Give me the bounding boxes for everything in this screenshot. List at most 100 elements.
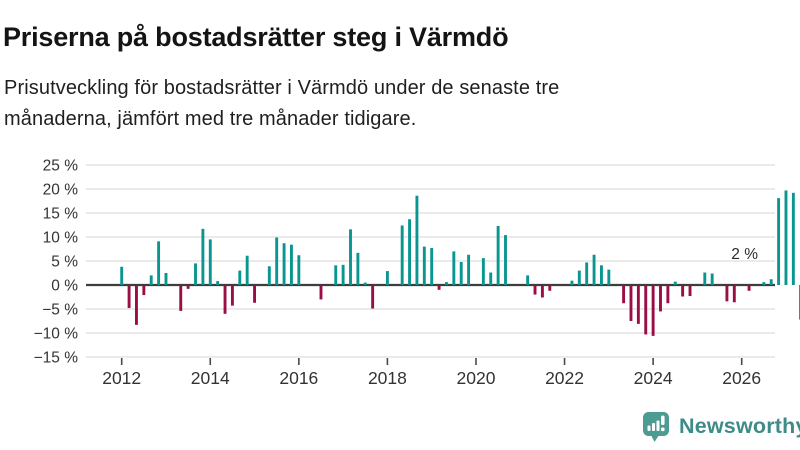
brand-name: Newsworthy <box>679 414 800 438</box>
bar <box>629 285 633 321</box>
bar <box>245 255 249 285</box>
bar <box>504 235 507 285</box>
bar <box>208 239 212 285</box>
y-tick-label: 0 % <box>51 278 78 295</box>
bar <box>496 225 500 285</box>
x-tick-label: 2016 <box>279 368 318 388</box>
bar-chart-speech-bubble-icon <box>643 412 669 442</box>
bar <box>489 272 493 285</box>
bar <box>253 285 257 303</box>
bar <box>230 285 234 306</box>
bar <box>681 285 685 297</box>
bar <box>282 243 286 285</box>
bar <box>577 270 581 285</box>
bar <box>791 192 795 285</box>
bar <box>526 275 530 285</box>
y-tick-label: 25 % <box>43 158 79 175</box>
bars <box>120 190 800 336</box>
bar <box>297 255 301 285</box>
bar <box>157 241 161 285</box>
x-axis: 2012 2014 2016 2018 2020 2022 2024 2026 <box>102 358 761 388</box>
bar <box>732 285 736 303</box>
bar <box>540 285 544 298</box>
subtitle-line-2: månaderna, jämfört med tre månader tidig… <box>4 108 417 130</box>
bar <box>570 280 574 285</box>
bar <box>703 272 707 285</box>
page-subtitle: Prisutveckling för bostadsrätter i Värmd… <box>4 73 764 135</box>
y-tick-label: 15 % <box>43 206 79 223</box>
bar <box>769 279 773 285</box>
bar <box>445 282 448 285</box>
y-tick-label: 5 % <box>51 254 78 271</box>
x-tick-label: 2020 <box>457 368 496 388</box>
bar <box>622 285 626 304</box>
bar <box>636 285 640 324</box>
x-tick-label: 2014 <box>191 368 230 388</box>
bar <box>127 285 131 309</box>
y-tick-label: 10 % <box>43 230 79 247</box>
y-tick-label: 20 % <box>43 182 79 199</box>
bar <box>400 225 404 285</box>
bar <box>385 271 389 285</box>
x-tick-label: 2012 <box>102 368 141 388</box>
bar <box>481 258 485 285</box>
newsworthy-logo[interactable]: Newsworthy <box>642 411 800 443</box>
bar <box>725 285 729 302</box>
bar <box>533 285 537 295</box>
bar <box>659 285 662 312</box>
latest-value-text: 2 % <box>731 246 758 263</box>
bar <box>164 273 168 285</box>
bar <box>644 285 648 335</box>
x-tick-label: 2018 <box>368 368 407 388</box>
bar <box>179 285 183 311</box>
bar <box>437 285 441 290</box>
y-axis-labels: 25 % 20 % 15 % 10 % 5 % 0 % −5 % −10 % −15 % <box>34 158 79 367</box>
bar <box>651 285 655 336</box>
bar <box>666 285 670 304</box>
subtitle-line-1: Prisutveckling för bostadsrätter i Värmd… <box>4 77 560 99</box>
bar <box>592 254 596 285</box>
bar <box>430 248 434 285</box>
bar <box>186 285 190 289</box>
bar <box>275 237 279 285</box>
bar <box>363 282 367 285</box>
bar <box>747 285 751 291</box>
bar <box>600 265 603 285</box>
bar <box>467 254 471 285</box>
bar <box>142 285 146 296</box>
bar <box>341 264 345 285</box>
x-tick-label: 2022 <box>545 368 584 388</box>
bar <box>201 228 205 285</box>
x-tick-label: 2024 <box>634 368 673 388</box>
bar <box>349 229 352 285</box>
bar <box>688 285 692 297</box>
bar <box>607 269 611 285</box>
bar <box>459 261 463 285</box>
bar <box>223 285 227 314</box>
bar <box>238 270 242 285</box>
bar <box>452 251 456 285</box>
x-tick-label: 2026 <box>722 368 761 388</box>
bar <box>371 285 375 309</box>
bar <box>585 262 589 285</box>
bar <box>216 281 220 285</box>
bar <box>334 265 338 285</box>
bar <box>762 282 766 285</box>
latest-value-label: 2 % <box>731 246 758 263</box>
bar <box>356 252 360 285</box>
bar <box>548 285 552 291</box>
bar <box>290 244 293 285</box>
y-tick-label: −10 % <box>34 326 79 343</box>
page-title: Priserna på bostadsrätter steg i Värmdö <box>3 22 509 53</box>
bar <box>673 281 677 285</box>
bar <box>710 273 714 285</box>
bar <box>149 275 153 285</box>
price-bar-chart: 25 % 20 % 15 % 10 % 5 % 0 % −5 % −10 % −15 % 2012… <box>34 158 800 388</box>
bar <box>422 246 426 285</box>
bar <box>777 198 781 285</box>
bar <box>319 285 323 300</box>
y-tick-label: −15 % <box>34 350 79 367</box>
y-tick-label: −5 % <box>42 302 78 319</box>
bar <box>135 285 138 325</box>
